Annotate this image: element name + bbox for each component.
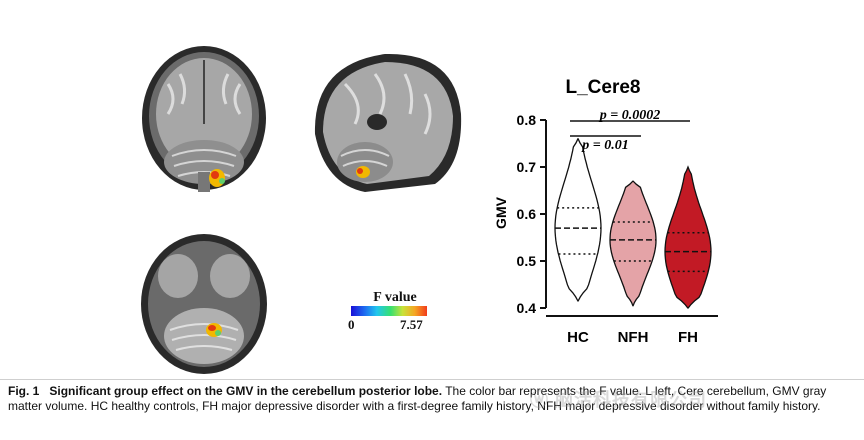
y-tick-label: 0.4 [517,300,537,316]
caption-divider [0,379,864,380]
watermark-text: ⓦ 脑活科技有限公司 [530,390,708,410]
plot-area: 0.4 0.5 0.6 0.7 0.8 HC NFH FH p = 0.0002 p = 0.01 [517,108,718,346]
violin-nfh [609,180,657,307]
colorbar-max-label: 7.57 [400,317,423,332]
significance-label: p = 0.0002 [599,108,660,123]
y-tick-label: 0.8 [517,112,537,128]
chart-title: L_Cere8 [566,77,641,98]
colorbar [351,306,427,316]
x-tick-label: FH [678,329,698,346]
x-tick-label: HC [567,329,589,346]
y-tick-label: 0.7 [517,159,537,175]
sagittal-brain-image [305,44,465,196]
figure-caption: Fig. 1 Significant group effect on the G… [8,384,858,414]
y-tick-label: 0.5 [517,253,537,269]
caption-title: Significant group effect on the GMV in t… [49,384,443,398]
x-tick-label: NFH [618,329,649,346]
colorbar-min-label: 0 [348,317,355,332]
violin-hc [554,138,602,302]
y-axis-label: GMV [493,196,509,229]
caption-text: The color bar represents the F value. L … [8,384,827,413]
significance-label: p = 0.01 [581,138,628,153]
coronal-brain-image [138,44,270,196]
y-tick-label: 0.6 [517,206,537,222]
violin-chart: L_Cere8 GMV 0.4 0.5 0.6 0.7 0.8 HC NFH FH p = 0.… [493,77,718,346]
axial-brain-image [138,232,270,376]
caption-label: Fig. 1 [8,384,40,398]
violin-fh [664,165,712,309]
colorbar-title: F value [373,290,417,305]
